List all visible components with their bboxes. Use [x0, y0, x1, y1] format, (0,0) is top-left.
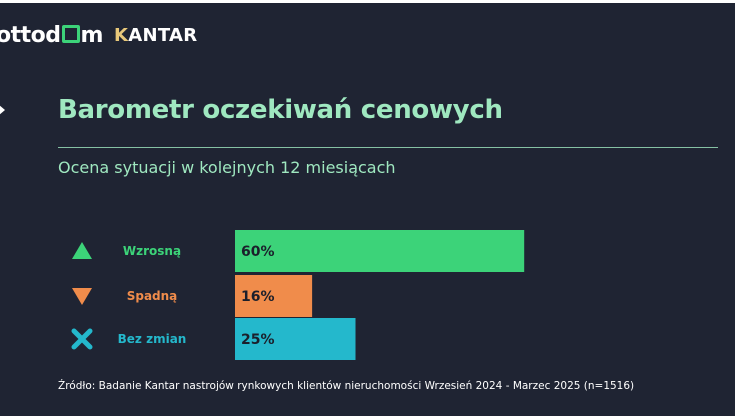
category-label: Bez zmian	[118, 332, 187, 346]
triangle-down-icon	[72, 288, 92, 305]
otodom-logo-square-icon	[61, 25, 80, 43]
chart-subtitle: Ocena sytuacji w kolejnych 12 miesiącach	[58, 158, 396, 177]
bar-value-label: 60%	[241, 244, 275, 260]
top-border	[0, 0, 737, 3]
bar	[235, 230, 525, 272]
kantar-logo: KANTAR	[114, 25, 198, 46]
cross-icon	[71, 328, 93, 350]
source-note: Źródło: Badanie Kantar nastrojów rynkowy…	[58, 380, 635, 392]
otodom-logo: ottod m	[0, 23, 103, 48]
right-border	[735, 0, 737, 416]
title-divider	[58, 147, 718, 148]
triangle-up-icon	[72, 242, 92, 259]
bar	[235, 318, 356, 360]
category-label: Wzrosną	[123, 244, 181, 258]
chart-title: Barometr oczekiwań cenowych	[58, 95, 503, 125]
category-label: Spadną	[127, 289, 178, 303]
bar	[235, 275, 313, 317]
chevron-right-icon	[0, 105, 5, 115]
bar-value-label: 25%	[241, 332, 275, 348]
bar-value-label: 16%	[241, 289, 275, 305]
